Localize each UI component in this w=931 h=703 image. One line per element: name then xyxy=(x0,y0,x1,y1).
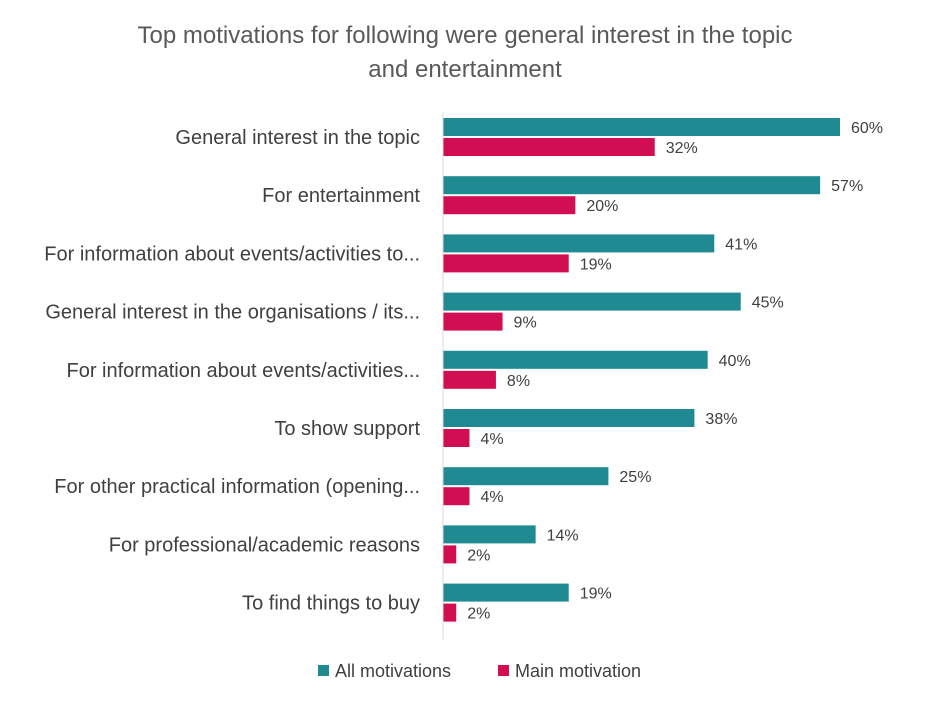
bar-main-motivation xyxy=(443,196,576,215)
chart-title-line-1: Top motivations for following were gener… xyxy=(137,22,792,49)
legend: All motivations Main motivation xyxy=(318,661,641,681)
category-label: General interest in the organisations / … xyxy=(45,302,420,324)
bar-main-motivation xyxy=(443,487,470,506)
legend-swatch-all-motivations xyxy=(318,665,329,676)
category-label: To find things to buy xyxy=(242,593,420,615)
data-label: 40% xyxy=(719,353,751,370)
data-label: 32% xyxy=(666,140,698,157)
data-label: 45% xyxy=(752,295,784,312)
bar-main-motivation xyxy=(443,254,569,273)
data-label: 2% xyxy=(467,606,490,623)
legend-swatch-main-motivation xyxy=(498,665,509,676)
bar-all-motivations xyxy=(443,176,821,195)
legend-label-main-motivation: Main motivation xyxy=(515,661,641,681)
legend-label-all-motivations: All motivations xyxy=(335,661,451,681)
bar-main-motivation xyxy=(443,370,496,389)
data-label: 57% xyxy=(831,178,863,195)
data-label: 8% xyxy=(507,373,530,390)
bar-all-motivations xyxy=(443,467,609,486)
category-label: For professional/academic reasons xyxy=(109,534,420,556)
bar-all-motivations xyxy=(443,118,840,136)
bar-main-motivation xyxy=(443,312,503,331)
data-label: 2% xyxy=(467,547,490,564)
data-label: 20% xyxy=(586,198,618,215)
bar-main-motivation xyxy=(443,138,655,156)
bar-all-motivations xyxy=(443,525,536,544)
bar-all-motivations xyxy=(443,234,715,253)
bar-main-motivation xyxy=(443,603,457,622)
category-label: For other practical information (opening… xyxy=(54,476,420,498)
data-label: 19% xyxy=(580,256,612,273)
chart-title-line-2: and entertainment xyxy=(368,56,562,83)
category-label: For information about events/activities.… xyxy=(67,360,421,382)
chart-title: Top motivations for following were gener… xyxy=(137,22,792,83)
bar-all-motivations xyxy=(443,292,741,311)
category-labels: General interest in the topic For enterta… xyxy=(44,127,420,615)
bar-main-motivation xyxy=(443,545,457,564)
data-label: 14% xyxy=(547,527,579,544)
data-label: 4% xyxy=(480,489,503,506)
data-label: 4% xyxy=(480,431,503,448)
category-label: General interest in the topic xyxy=(175,127,420,149)
bar-all-motivations xyxy=(443,409,695,427)
category-label: To show support xyxy=(274,418,420,440)
bar-all-motivations xyxy=(443,350,708,369)
bar-all-motivations xyxy=(443,583,569,602)
data-label: 60% xyxy=(851,120,883,137)
data-label: 25% xyxy=(619,469,651,486)
data-label: 41% xyxy=(725,236,757,253)
data-label: 19% xyxy=(580,586,612,603)
bars xyxy=(443,118,840,622)
data-labels: 60% 32% 57% 20% 41% 19% 45% 9% 40% 8% 38% 4% 25% 4% 14… xyxy=(467,120,883,623)
data-label: 9% xyxy=(514,315,537,332)
data-label: 38% xyxy=(705,411,737,428)
bar-main-motivation xyxy=(443,429,470,447)
category-label: For information about events/activities … xyxy=(44,243,420,265)
category-label: For entertainment xyxy=(262,185,420,207)
